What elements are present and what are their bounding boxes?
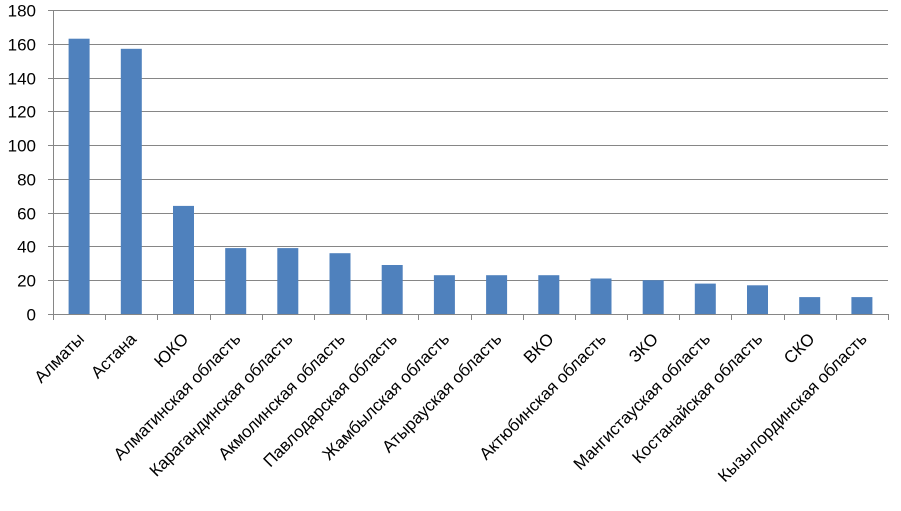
bar-11: [642, 280, 664, 314]
bar-5: [329, 253, 351, 314]
bar-13: [747, 285, 768, 314]
y-tick-label: 140: [8, 70, 36, 89]
y-tick-label: 180: [8, 2, 36, 21]
y-tick-label: 80: [17, 171, 36, 190]
bar-14: [799, 297, 821, 314]
y-tick-label: 40: [17, 238, 36, 257]
bar-4: [277, 248, 299, 314]
bar-9: [538, 275, 560, 314]
bar-10: [590, 278, 612, 314]
y-tick-labels: 0 20 40 60 80 100 120 140 160 180: [8, 2, 36, 325]
bar-0: [68, 38, 90, 314]
x-category-label: ВКО: [520, 329, 558, 367]
x-category-label: ЮКО: [151, 329, 193, 371]
y-tick-label: 20: [17, 272, 36, 291]
y-tick-label: 160: [8, 36, 36, 55]
y-tick-label: 100: [8, 137, 36, 156]
bars: [68, 38, 873, 315]
x-category-label: Алматы: [31, 329, 88, 386]
bar-15: [851, 297, 873, 314]
x-category-label: СКО: [780, 329, 818, 367]
x-category-label: Астана: [87, 329, 140, 382]
axes: [48, 10, 889, 320]
x-category-label: ЗКО: [625, 329, 662, 366]
y-tick-label: 60: [17, 205, 36, 224]
bar-6: [381, 265, 403, 314]
y-tick-label: 0: [27, 306, 36, 325]
y-tick-label: 120: [8, 103, 36, 122]
bar-3: [225, 248, 247, 314]
bar-2: [173, 205, 194, 314]
bar-7: [433, 275, 455, 314]
bar-1: [120, 48, 142, 315]
bar-8: [486, 275, 508, 314]
bar-12: [694, 283, 716, 314]
